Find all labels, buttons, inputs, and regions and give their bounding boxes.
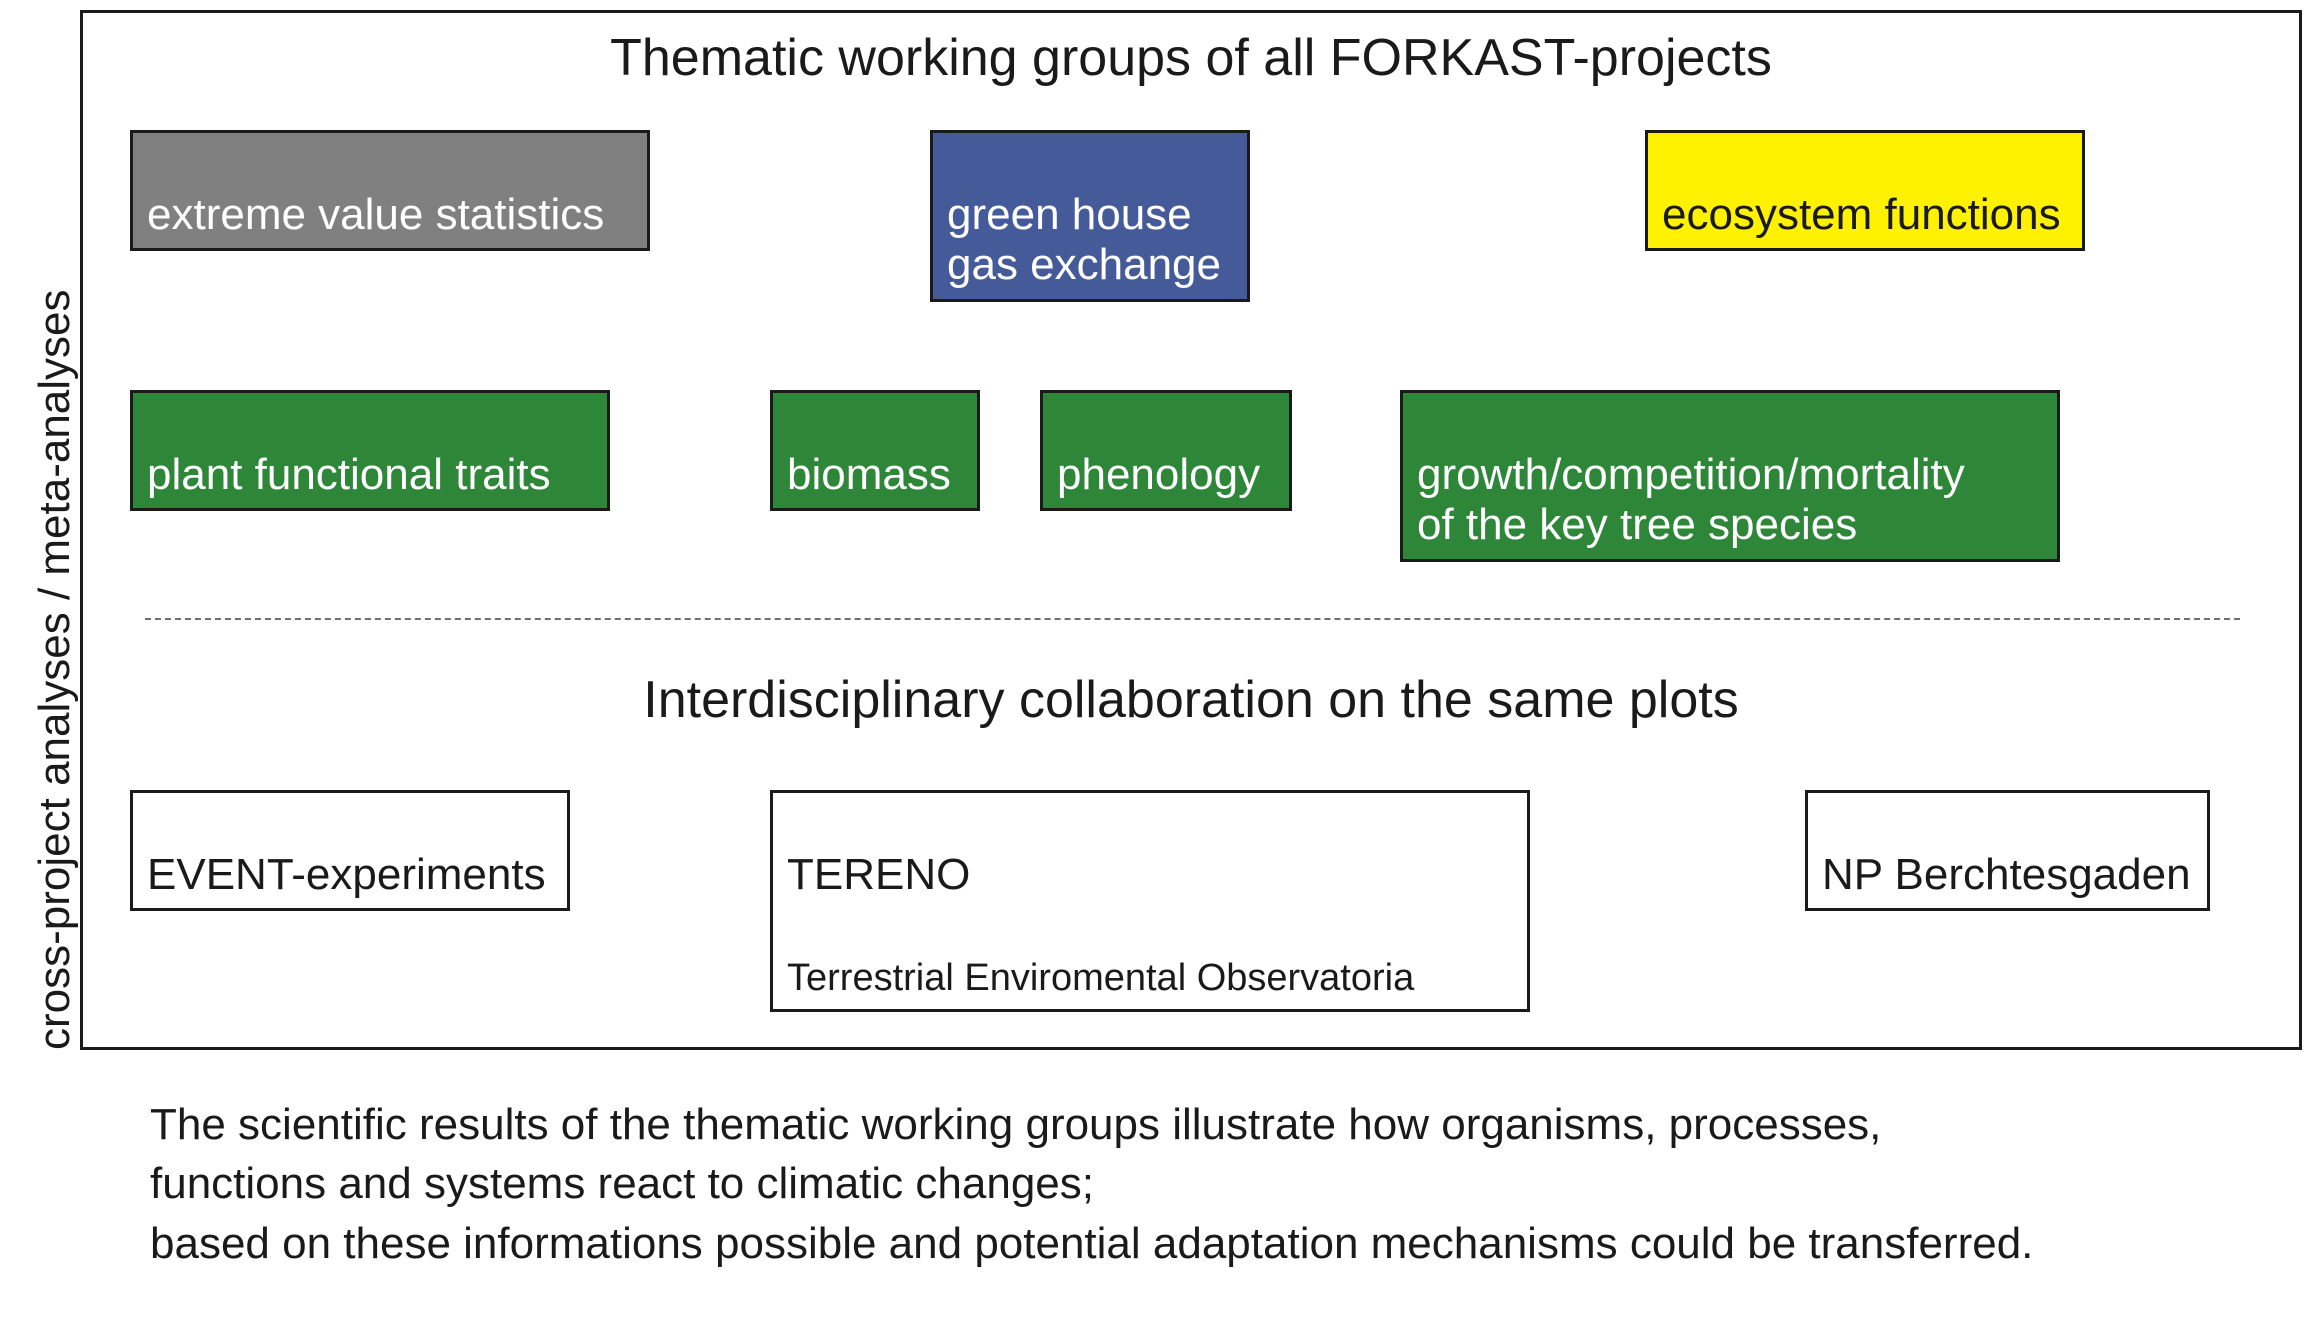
box-label: EVENT-experiments — [147, 850, 546, 899]
box-np-berchtesgaden: NP Berchtesgaden — [1805, 790, 2210, 911]
title-thematic-groups: Thematic working groups of all FORKAST-p… — [80, 28, 2302, 88]
box-label: green house gas exchange — [947, 190, 1221, 290]
box-sublabel: Terrestrial Enviromental Observatoria — [787, 957, 1414, 999]
caption-line: functions and systems react to climatic … — [150, 1154, 2230, 1213]
box-plant-functional-traits: plant functional traits — [130, 390, 610, 511]
box-ecosystem-functions: ecosystem functions — [1645, 130, 2085, 251]
box-label: biomass — [787, 450, 951, 499]
box-label: plant functional traits — [147, 450, 551, 499]
box-label: extreme value statistics — [147, 190, 604, 239]
box-label: growth/competition/mortality of the key … — [1417, 450, 1965, 550]
caption-line: based on these informations possible and… — [150, 1214, 2230, 1273]
box-label: ecosystem functions — [1662, 190, 2061, 239]
sidebar-label: cross-project analyses / meta-analyses — [30, 289, 80, 1050]
box-label: phenology — [1057, 450, 1260, 499]
box-label: NP Berchtesgaden — [1822, 850, 2191, 899]
box-label: TERENO — [787, 850, 970, 899]
title-interdisciplinary: Interdisciplinary collaboration on the s… — [80, 670, 2302, 730]
box-extreme-value-statistics: extreme value statistics — [130, 130, 650, 251]
diagram-stage: cross-project analyses / meta-analyses T… — [0, 0, 2320, 1325]
box-biomass: biomass — [770, 390, 980, 511]
box-event-experiments: EVENT-experiments — [130, 790, 570, 911]
box-greenhouse-gas-exchange: green house gas exchange — [930, 130, 1250, 302]
caption-line: The scientific results of the thematic w… — [150, 1095, 2230, 1154]
box-growth-competition-mortality: growth/competition/mortality of the key … — [1400, 390, 2060, 562]
box-phenology: phenology — [1040, 390, 1292, 511]
box-tereno: TERENO Terrestrial Enviromental Observat… — [770, 790, 1530, 1012]
caption-text: The scientific results of the thematic w… — [150, 1095, 2230, 1273]
section-divider — [145, 618, 2240, 620]
